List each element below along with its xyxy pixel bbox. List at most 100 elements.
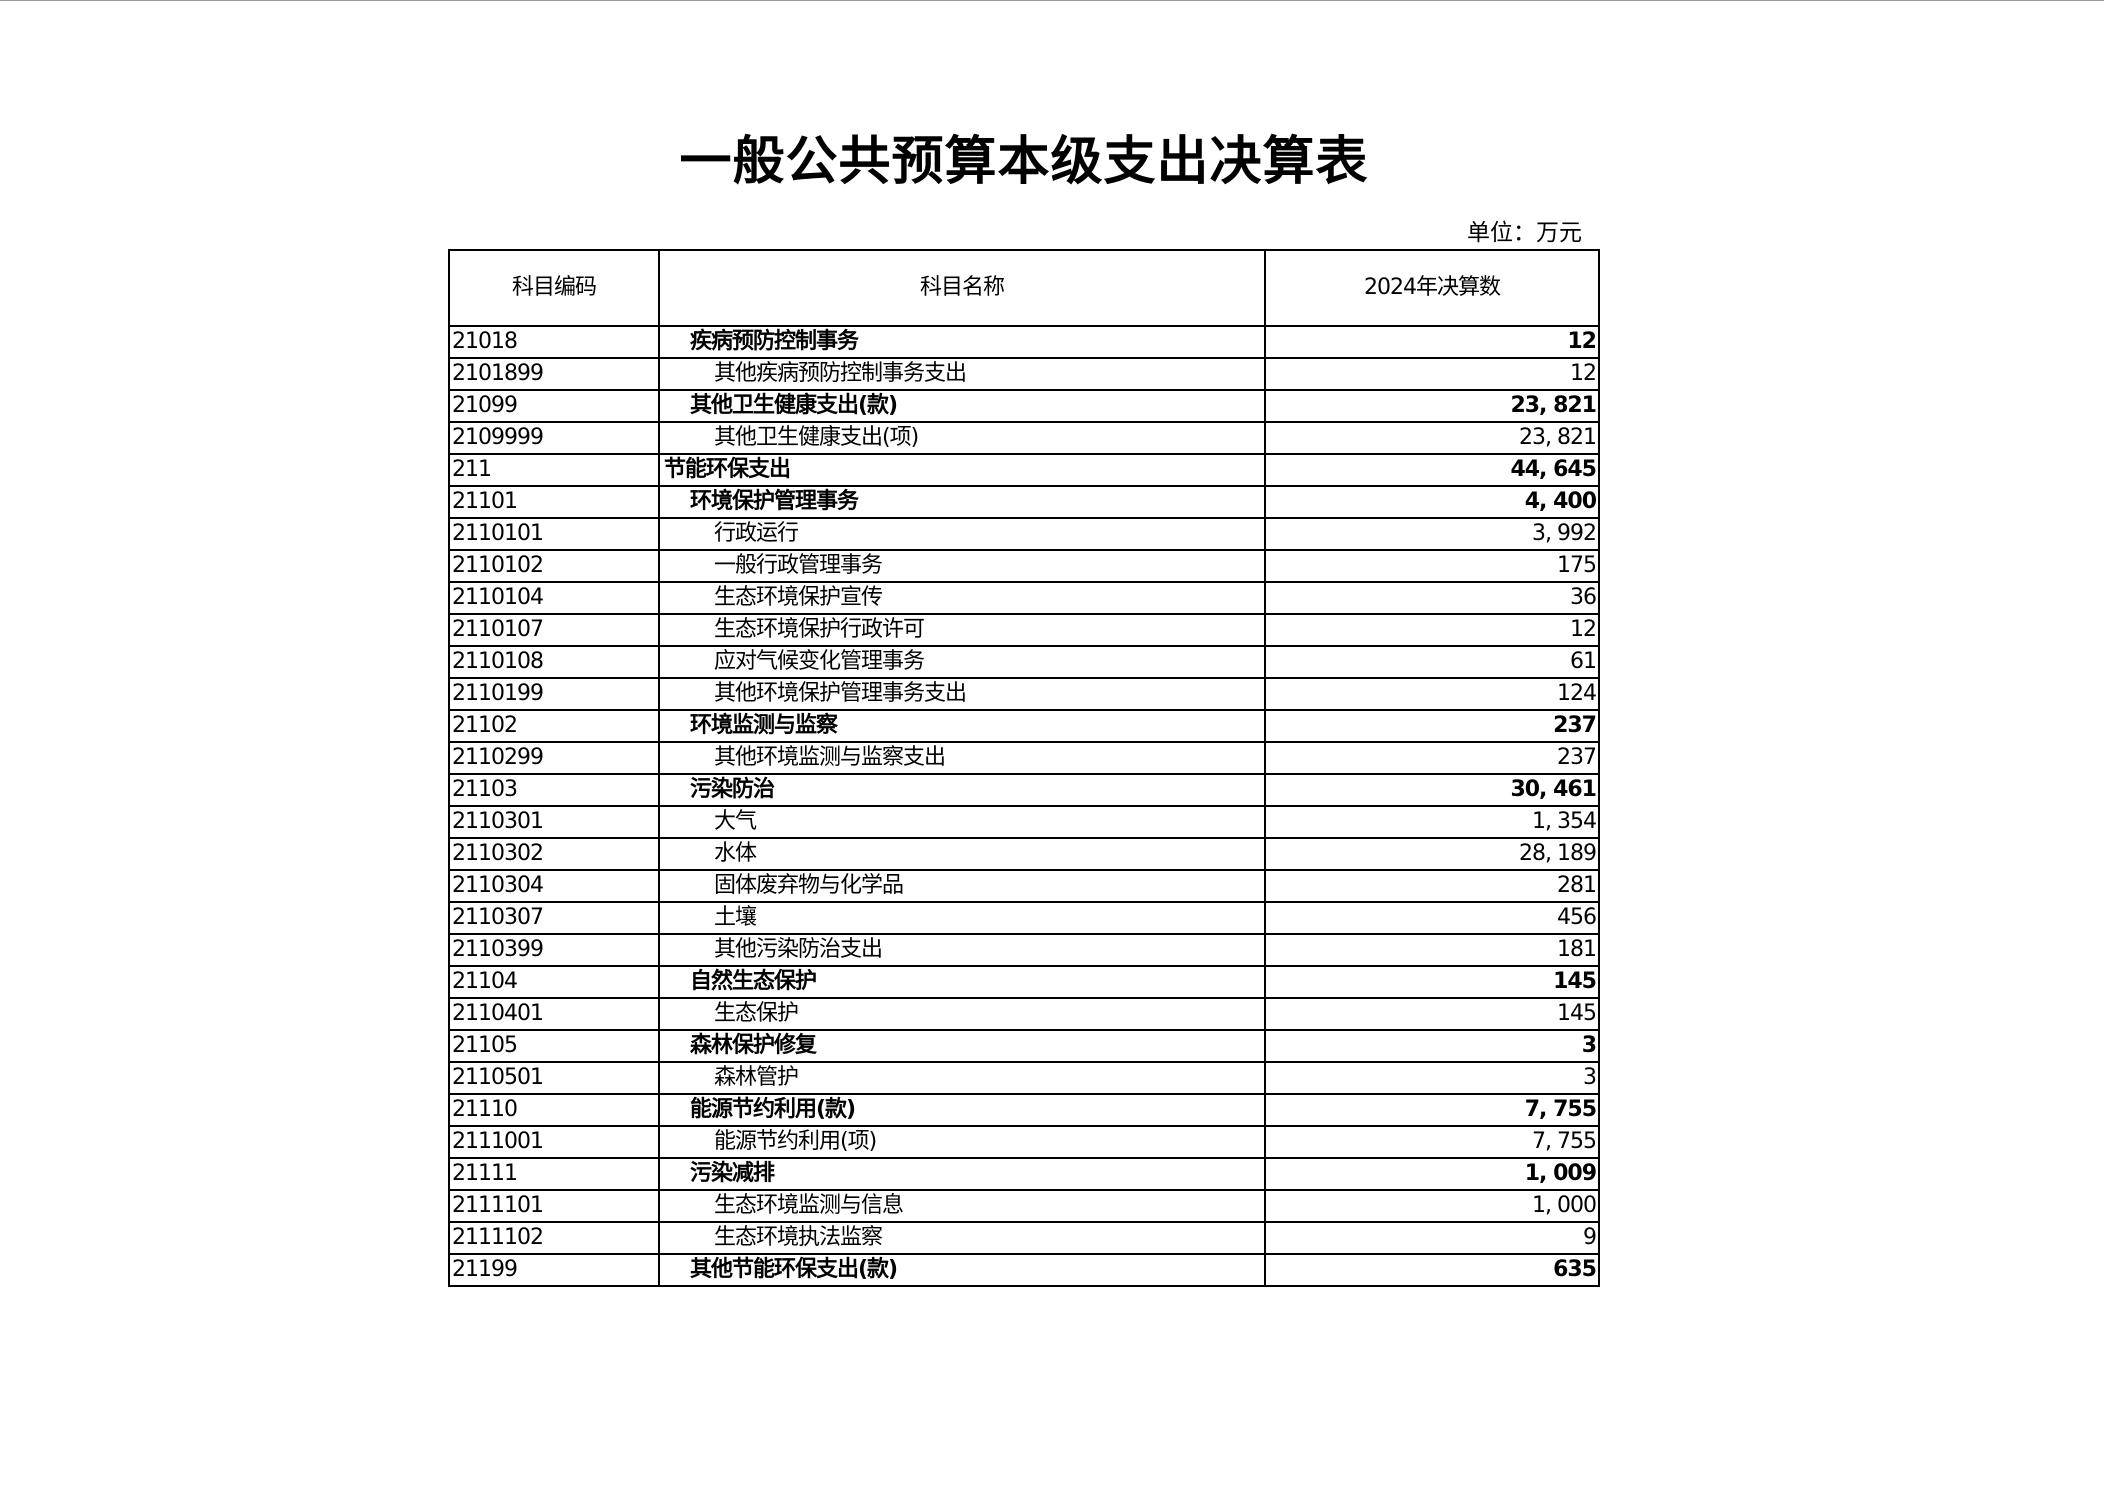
code-cell: 2110399 — [448, 933, 660, 967]
table-row: 2110104 生态环境保护宣传 36 — [448, 581, 1600, 615]
value-cell: 635 — [1264, 1253, 1600, 1287]
value-cell: 456 — [1264, 901, 1600, 935]
table-row: 2111101 生态环境监测与信息 1, 000 — [448, 1189, 1600, 1223]
table-row: 21104 自然生态保护 145 — [448, 965, 1600, 999]
name-cell: 能源节约利用(项) — [658, 1125, 1266, 1159]
code-cell: 21101 — [448, 485, 660, 519]
page-title: 一般公共预算本级支出决算表 — [679, 131, 1369, 192]
name-cell: 水体 — [658, 837, 1266, 871]
column-header-value: 2024年决算数 — [1264, 249, 1600, 327]
value-cell: 36 — [1264, 581, 1600, 615]
code-cell: 2110299 — [448, 741, 660, 775]
table-row: 2110107 生态环境保护行政许可 12 — [448, 613, 1600, 647]
name-cell: 环境保护管理事务 — [658, 485, 1266, 519]
column-header-name: 科目名称 — [658, 249, 1266, 327]
table-row: 2110102 一般行政管理事务 175 — [448, 549, 1600, 583]
value-cell: 3 — [1264, 1029, 1600, 1063]
name-cell: 其他节能环保支出(款) — [658, 1253, 1266, 1287]
name-cell: 应对气候变化管理事务 — [658, 645, 1266, 679]
table-row: 2110299 其他环境监测与监察支出 237 — [448, 741, 1600, 775]
table-row: 21105 森林保护修复 3 — [448, 1029, 1600, 1063]
name-cell: 生态环境监测与信息 — [658, 1189, 1266, 1223]
value-cell: 12 — [1264, 357, 1600, 391]
table-header-row: 科目编码 科目名称 2024年决算数 — [448, 249, 1600, 327]
value-cell: 145 — [1264, 965, 1600, 999]
value-cell: 237 — [1264, 709, 1600, 743]
name-cell: 固体废弃物与化学品 — [658, 869, 1266, 903]
code-cell: 2110102 — [448, 549, 660, 583]
table-row: 2110304 固体废弃物与化学品 281 — [448, 869, 1600, 903]
value-cell: 30, 461 — [1264, 773, 1600, 807]
table-row: 2110399 其他污染防治支出 181 — [448, 933, 1600, 967]
name-cell: 行政运行 — [658, 517, 1266, 551]
value-cell: 44, 645 — [1264, 453, 1600, 487]
value-cell: 23, 821 — [1264, 389, 1600, 423]
code-cell: 21110 — [448, 1093, 660, 1127]
name-cell: 其他卫生健康支出(项) — [658, 421, 1266, 455]
code-cell: 2110307 — [448, 901, 660, 935]
name-cell: 污染防治 — [658, 773, 1266, 807]
table-row: 2110108 应对气候变化管理事务 61 — [448, 645, 1600, 679]
value-cell: 12 — [1264, 613, 1600, 647]
code-cell: 2109999 — [448, 421, 660, 455]
code-cell: 2110302 — [448, 837, 660, 871]
code-cell: 2111101 — [448, 1189, 660, 1223]
value-cell: 124 — [1264, 677, 1600, 711]
name-cell: 土壤 — [658, 901, 1266, 935]
code-cell: 21199 — [448, 1253, 660, 1287]
code-cell: 2110101 — [448, 517, 660, 551]
name-cell: 疾病预防控制事务 — [658, 325, 1266, 359]
table-row: 21099 其他卫生健康支出(款) 23, 821 — [448, 389, 1600, 423]
name-cell: 生态环境保护宣传 — [658, 581, 1266, 615]
table-row: 2110501 森林管护 3 — [448, 1061, 1600, 1095]
code-cell: 21105 — [448, 1029, 660, 1063]
name-cell: 自然生态保护 — [658, 965, 1266, 999]
table-row: 211 节能环保支出 44, 645 — [448, 453, 1600, 487]
name-cell: 其他环境保护管理事务支出 — [658, 677, 1266, 711]
table-row: 2110401 生态保护 145 — [448, 997, 1600, 1031]
column-header-code: 科目编码 — [448, 249, 660, 327]
value-cell: 181 — [1264, 933, 1600, 967]
table-row: 2110307 土壤 456 — [448, 901, 1600, 935]
value-cell: 1, 000 — [1264, 1189, 1600, 1223]
value-cell: 61 — [1264, 645, 1600, 679]
unit-label: 单位：万元 — [1467, 220, 1582, 246]
value-cell: 281 — [1264, 869, 1600, 903]
table-row: 21101 环境保护管理事务 4, 400 — [448, 485, 1600, 519]
code-cell: 2101899 — [448, 357, 660, 391]
value-cell: 237 — [1264, 741, 1600, 775]
name-cell: 生态保护 — [658, 997, 1266, 1031]
name-cell: 环境监测与监察 — [658, 709, 1266, 743]
name-cell: 节能环保支出 — [658, 453, 1266, 487]
name-cell: 森林管护 — [658, 1061, 1266, 1095]
code-cell: 21102 — [448, 709, 660, 743]
table-row: 21199 其他节能环保支出(款) 635 — [448, 1253, 1600, 1287]
table-row: 2109999 其他卫生健康支出(项) 23, 821 — [448, 421, 1600, 455]
code-cell: 2110107 — [448, 613, 660, 647]
code-cell: 2111001 — [448, 1125, 660, 1159]
code-cell: 2110501 — [448, 1061, 660, 1095]
code-cell: 21099 — [448, 389, 660, 423]
code-cell: 2110304 — [448, 869, 660, 903]
table-row: 2101899 其他疾病预防控制事务支出 12 — [448, 357, 1600, 391]
value-cell: 7, 755 — [1264, 1093, 1600, 1127]
value-cell: 3, 992 — [1264, 517, 1600, 551]
name-cell: 能源节约利用(款) — [658, 1093, 1266, 1127]
code-cell: 211 — [448, 453, 660, 487]
table-row: 21102 环境监测与监察 237 — [448, 709, 1600, 743]
name-cell: 生态环境保护行政许可 — [658, 613, 1266, 647]
code-cell: 21104 — [448, 965, 660, 999]
table-row: 21103 污染防治 30, 461 — [448, 773, 1600, 807]
code-cell: 2110401 — [448, 997, 660, 1031]
value-cell: 28, 189 — [1264, 837, 1600, 871]
code-cell: 21103 — [448, 773, 660, 807]
name-cell: 一般行政管理事务 — [658, 549, 1266, 583]
budget-table: 科目编码 科目名称 2024年决算数 21018 疾病预防控制事务 12 210189… — [448, 249, 1600, 1287]
value-cell: 23, 821 — [1264, 421, 1600, 455]
value-cell: 1, 009 — [1264, 1157, 1600, 1191]
name-cell: 大气 — [658, 805, 1266, 839]
value-cell: 4, 400 — [1264, 485, 1600, 519]
table-row: 2110101 行政运行 3, 992 — [448, 517, 1600, 551]
name-cell: 森林保护修复 — [658, 1029, 1266, 1063]
value-cell: 175 — [1264, 549, 1600, 583]
